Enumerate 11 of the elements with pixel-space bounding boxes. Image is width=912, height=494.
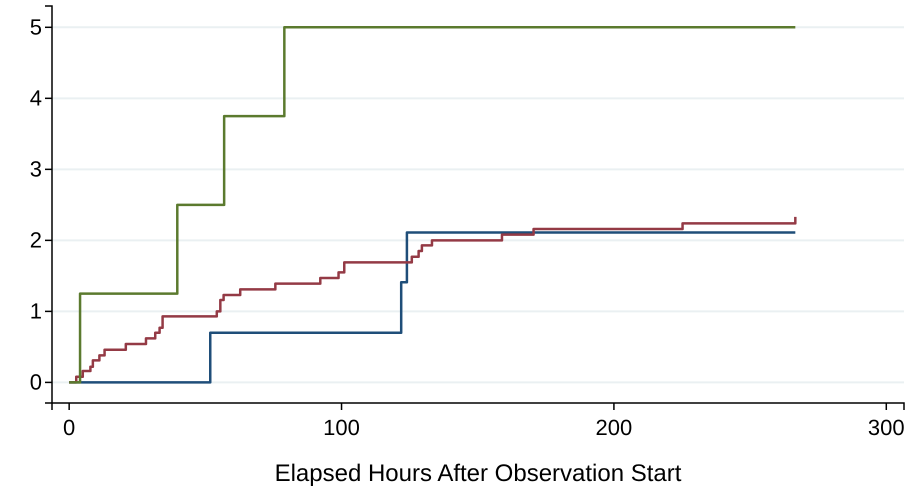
x-tick-label: 100 (323, 415, 360, 440)
y-tick-label: 0 (30, 369, 42, 394)
x-tick-label: 300 (868, 415, 905, 440)
y-tick-label: 1 (30, 298, 42, 324)
x-tick-label: 0 (63, 415, 76, 440)
y-tick-label: 3 (30, 156, 42, 182)
y-tick-label: 4 (30, 85, 42, 110)
x-tick-label: 200 (596, 415, 632, 440)
x-axis-title: Elapsed Hours After Observation Start (274, 460, 682, 487)
y-tick-label: 5 (30, 14, 42, 40)
y-tick-label: 2 (30, 227, 42, 252)
